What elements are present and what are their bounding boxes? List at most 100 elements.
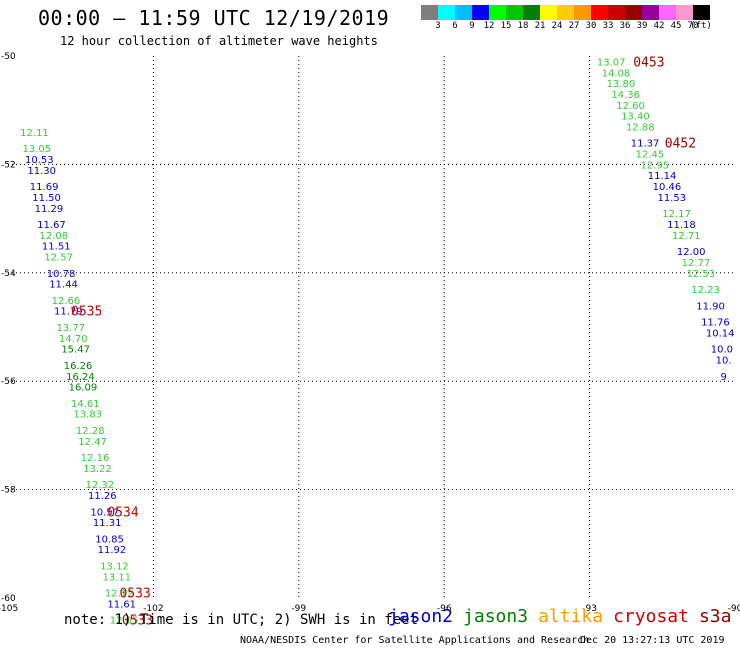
data-point-label: 10.78	[47, 269, 76, 280]
data-point-label: 10.57	[90, 507, 119, 518]
y-tick-label: -52	[1, 160, 16, 170]
y-tick-label: -54	[1, 269, 16, 279]
data-point-label: 11.29	[35, 204, 64, 215]
data-point-label: 11.53	[657, 193, 686, 204]
satellite-legend: jason2 jason3 altika cryosat s3a	[388, 606, 740, 627]
time-label: 0453	[633, 55, 664, 70]
data-point-label: 9	[720, 372, 726, 383]
legend-swatch	[591, 5, 608, 20]
data-point-label: 12.12	[105, 589, 134, 600]
data-point-label: 12.95	[640, 160, 669, 171]
data-point-label: 14.36	[611, 90, 640, 101]
legend-label: 9	[469, 21, 475, 31]
legend-swatch	[642, 5, 659, 20]
data-point-label: 12.66	[52, 296, 81, 307]
legend-label: 3	[435, 21, 441, 31]
legend-label: 27	[568, 21, 580, 31]
data-point-label: 12.47	[78, 437, 107, 448]
data-point-label: 11.69	[30, 182, 59, 193]
chart-title: 00:00 – 11:59 UTC 12/19/2019	[38, 6, 390, 30]
legend-swatch	[659, 5, 676, 20]
legend-label: 70	[687, 21, 699, 31]
legend-swatch	[523, 5, 540, 20]
color-legend-bar	[421, 5, 710, 20]
satellite-legend-item: jason2	[388, 606, 454, 627]
footer-timestamp: Dec 20 13:27:13 UTC 2019	[580, 635, 725, 646]
data-point-label: 11.76	[701, 318, 730, 329]
legend-swatch	[625, 5, 642, 20]
legend-label: 42	[653, 21, 665, 31]
y-tick-label: -60	[1, 594, 16, 604]
data-point-label: 10.14	[706, 328, 735, 339]
data-point-label: 11.92	[98, 545, 127, 556]
data-point-label: 11.26	[88, 491, 117, 502]
data-point-label: 13.80	[607, 79, 636, 90]
x-tick-label: -99	[291, 604, 306, 614]
legend-swatch	[472, 5, 489, 20]
satellite-legend-item: s3a	[698, 606, 732, 627]
legend-label: 12	[483, 21, 495, 31]
legend-swatch	[455, 5, 472, 20]
data-point-label: 13.83	[73, 410, 102, 421]
chart-time-labels: 0453 0452 0535 0534 0533 0533	[71, 55, 696, 628]
data-point-label: 11.30	[27, 166, 56, 177]
legend-label: 33	[602, 21, 614, 31]
data-point-label: 16.24	[66, 372, 95, 383]
data-point-label: 13.07	[597, 57, 626, 68]
data-point-label: 10.	[716, 356, 732, 367]
footer-credit: NOAA/NESDIS Center for Satellite Applica…	[240, 635, 590, 646]
chart-subtitle: 12 hour collection of altimeter wave hei…	[60, 34, 378, 48]
y-tick-label: -58	[1, 486, 16, 496]
legend-label: 39	[636, 21, 648, 31]
data-point-label: 12.32	[86, 480, 115, 491]
x-tick-label: -90	[728, 604, 740, 614]
legend-swatch	[676, 5, 693, 20]
data-point-label: 12.23	[691, 285, 720, 296]
legend-swatch	[540, 5, 557, 20]
data-point-label: 11.61	[107, 599, 136, 610]
data-point-label: 12.53	[687, 269, 716, 280]
data-point-label: 13.77	[56, 323, 85, 334]
data-point-label: 11.50	[32, 193, 61, 204]
data-point-label: 12.77	[682, 258, 711, 269]
legend-label: 24	[551, 21, 563, 31]
y-tick-label: -50	[1, 52, 16, 62]
data-point-label: 13.22	[83, 464, 112, 475]
time-label: 0533	[119, 587, 150, 602]
data-point-label: 14.08	[602, 68, 631, 79]
legend-swatch	[693, 5, 710, 20]
data-point-label: 13.12	[100, 561, 129, 572]
legend-label: 36	[619, 21, 631, 31]
data-point-label: 10.85	[95, 534, 124, 545]
data-point-label: 10.0	[711, 345, 733, 356]
legend-label: 18	[517, 21, 529, 31]
data-point-label: 16.09	[69, 383, 98, 394]
data-point-label: 11.67	[37, 220, 66, 231]
footer-note: note: 1) Time is in UTC; 2) SWH is in fe…	[64, 612, 419, 628]
data-point-label: 12.17	[662, 209, 691, 220]
data-point-label: 12.16	[81, 453, 110, 464]
data-point-label: 13.05	[23, 144, 52, 155]
x-tick-label: -93	[582, 604, 597, 614]
data-point-label: 11.14	[648, 171, 677, 182]
legend-label: 30	[585, 21, 597, 31]
data-point-label: 11.31	[93, 518, 122, 529]
data-point-label: 12.71	[672, 231, 701, 242]
time-label: 0535	[71, 305, 102, 320]
data-point-label: 11.44	[49, 280, 78, 291]
data-point-label: 13.40	[621, 112, 650, 123]
legend-label: 6	[452, 21, 458, 31]
legend-swatch	[421, 5, 438, 20]
data-point-label: 12.57	[44, 253, 73, 264]
data-point-label: 11.18	[667, 220, 696, 231]
data-point-label: 12.08	[40, 231, 69, 242]
legend-label: (ft)	[690, 21, 712, 31]
legend-label: 15	[500, 21, 512, 31]
data-point-label: 12.28	[76, 426, 105, 437]
x-tick-label: -105	[0, 604, 18, 614]
data-point-label: 15.47	[61, 345, 90, 356]
time-label: 0534	[107, 505, 138, 520]
legend-swatch	[489, 5, 506, 20]
